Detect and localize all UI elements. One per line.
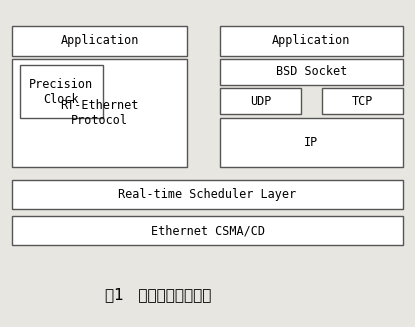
Text: RT-Ethernet
Protocol: RT-Ethernet Protocol: [61, 99, 139, 127]
Text: Real-time Scheduler Layer: Real-time Scheduler Layer: [118, 188, 297, 201]
Text: UDP: UDP: [250, 95, 271, 108]
FancyBboxPatch shape: [12, 180, 403, 209]
FancyBboxPatch shape: [220, 118, 403, 167]
FancyBboxPatch shape: [12, 59, 187, 167]
Text: 图1   实时通信体系结构: 图1 实时通信体系结构: [105, 287, 211, 302]
Text: Application: Application: [272, 34, 350, 47]
Text: TCP: TCP: [352, 95, 373, 108]
Text: Ethernet CSMA/CD: Ethernet CSMA/CD: [151, 224, 264, 237]
FancyBboxPatch shape: [220, 59, 403, 85]
Text: Application: Application: [61, 34, 139, 47]
Text: BSD Socket: BSD Socket: [276, 65, 347, 78]
FancyBboxPatch shape: [220, 88, 301, 114]
FancyBboxPatch shape: [20, 65, 103, 118]
Text: Precision
Clock: Precision Clock: [29, 77, 93, 106]
FancyBboxPatch shape: [12, 26, 187, 56]
FancyBboxPatch shape: [12, 216, 403, 245]
FancyBboxPatch shape: [220, 26, 403, 56]
Text: IP: IP: [304, 136, 318, 149]
FancyBboxPatch shape: [322, 88, 403, 114]
